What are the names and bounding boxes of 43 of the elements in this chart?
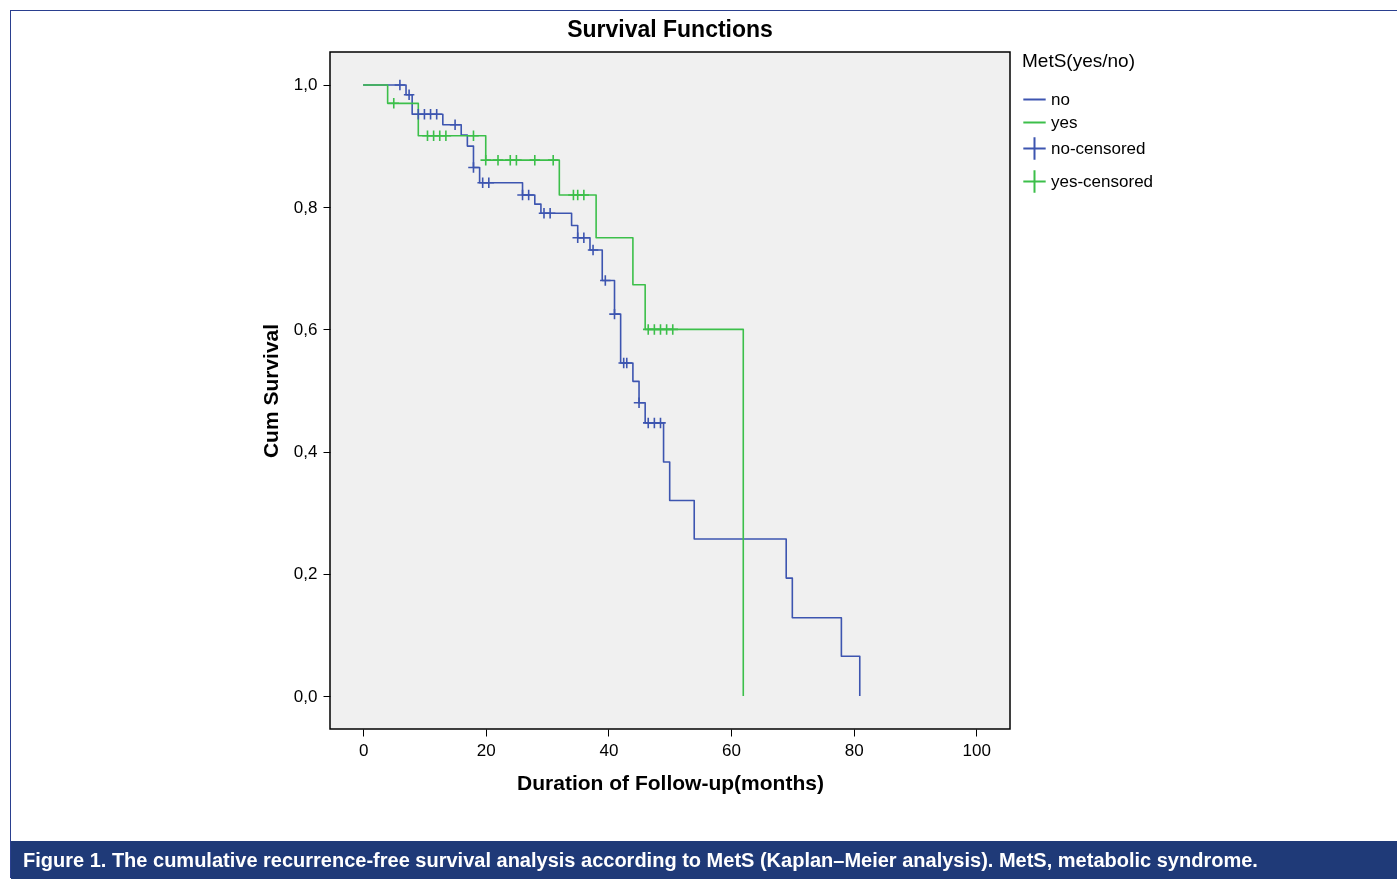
legend-label: no [1051,89,1070,109]
x-tick-label: 60 [722,740,741,760]
y-tick-label: 0,0 [293,686,318,706]
point [654,416,667,429]
point [522,188,535,202]
point [479,154,492,167]
point [467,161,480,174]
legend-label: yes [1051,112,1078,132]
point [608,308,621,321]
point [577,188,590,202]
point [403,88,416,101]
point [547,154,560,167]
y-axis-title: Cum Survival [258,323,282,459]
point [510,154,523,167]
x-tick-label: 40 [599,740,619,760]
point [393,78,406,92]
y-tick-label: 0,2 [293,564,318,584]
y-tick-label: 0,6 [293,319,318,339]
point [387,97,400,110]
legend-label: yes-censored [1051,171,1154,191]
caption: Figure 1. The cumulative recurrence-free survival analysis according to MetS (Kaplan–Meier analysis). MetS, metabolic syndrome. [23,849,1258,871]
y-tick-label: 0,4 [293,442,318,462]
x-tick-label: 100 [962,740,991,760]
x-tick-label: 80 [844,740,864,760]
point [599,274,612,287]
point [430,108,443,121]
point [587,243,600,257]
point [491,154,505,167]
chart-title: Survival Functions [567,16,773,42]
point [544,207,557,220]
y-tick-label: 0,8 [293,197,318,217]
x-tick-label: 0 [358,740,369,760]
y-tick-label: 1,0 [293,75,318,95]
point [482,176,495,189]
point [528,154,541,167]
legend-label: no-censored [1051,138,1146,158]
point [467,129,480,142]
legend-title: MetS(yes/no) [1022,50,1135,71]
x-tick-label: 20 [476,740,496,760]
point [632,396,646,409]
x-axis-title: Duration of Follow-up(months) [517,770,824,794]
point [449,118,462,131]
point [666,323,679,336]
